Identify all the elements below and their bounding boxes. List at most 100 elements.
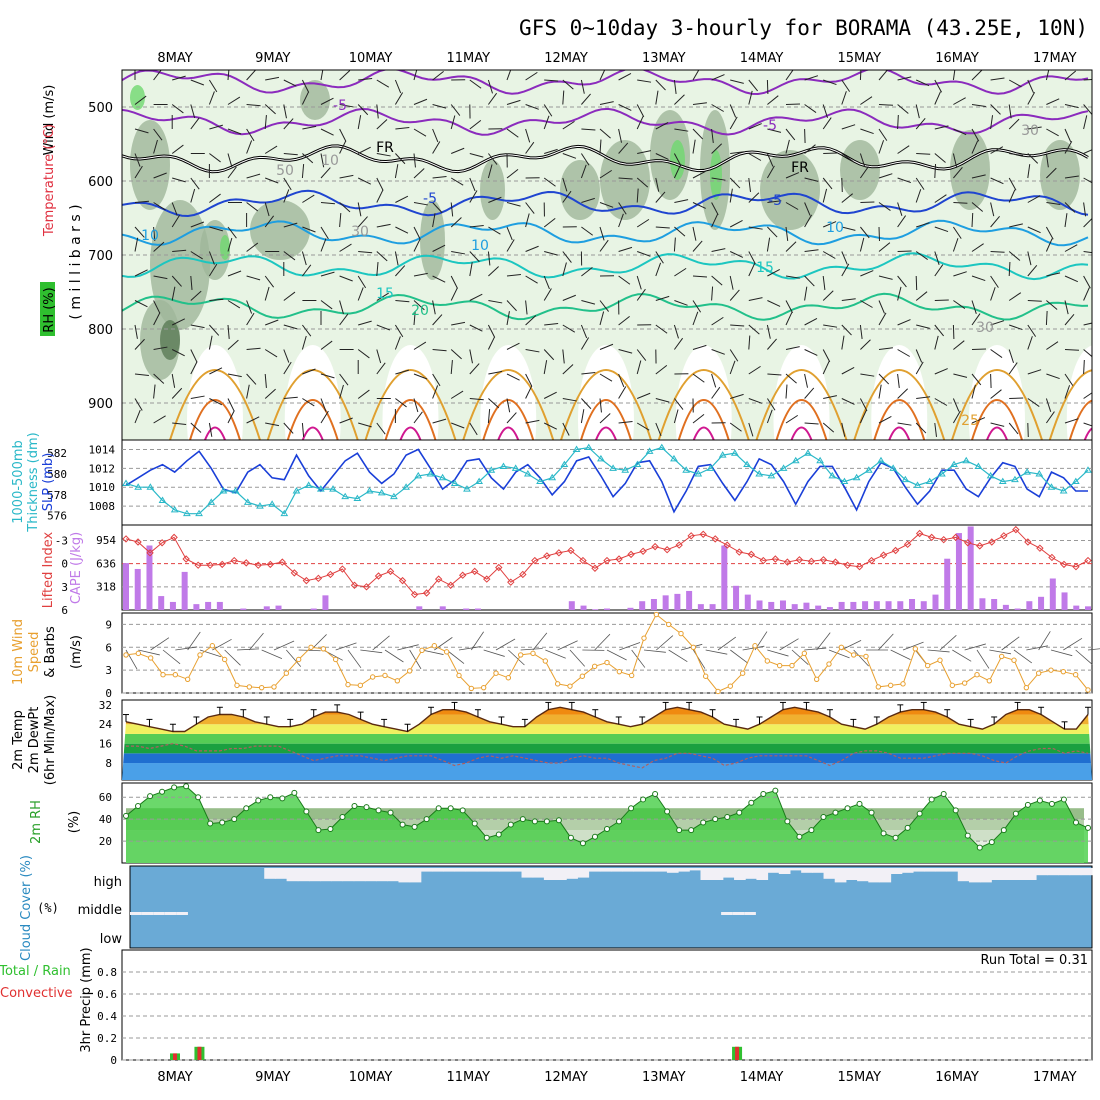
thickness-point bbox=[158, 496, 167, 503]
cloud-mid-gap bbox=[176, 912, 188, 915]
lifted-point bbox=[206, 561, 214, 569]
wind-barb bbox=[748, 251, 756, 265]
wind-barb-10m bbox=[335, 642, 357, 651]
wind-barb bbox=[1046, 98, 1060, 105]
rh2m-point bbox=[231, 816, 238, 823]
wind-barb bbox=[767, 128, 782, 133]
wind-barb bbox=[413, 226, 421, 240]
wind-barb bbox=[637, 392, 651, 399]
wind-barb bbox=[134, 269, 148, 277]
wind-tick-label: 0 bbox=[105, 687, 112, 700]
wind-barb bbox=[729, 275, 734, 290]
wind-barb bbox=[357, 349, 370, 359]
thickness-point bbox=[511, 464, 520, 471]
contour-label: 10 bbox=[471, 238, 489, 254]
wind-barb bbox=[636, 422, 650, 431]
wind-barb-10m bbox=[458, 646, 481, 651]
wind-barb bbox=[413, 238, 421, 252]
wind-barb bbox=[1008, 362, 1018, 375]
wind-barb bbox=[358, 422, 372, 428]
wind-barb bbox=[432, 418, 447, 424]
wind-barb bbox=[134, 153, 141, 167]
cloud-mid-gap bbox=[141, 912, 154, 915]
panel-lifted-cape: -3 0 3 6 954 636 318 Lifted Index CAPE (J/kg) bbox=[41, 524, 1093, 617]
slp-line bbox=[125, 448, 1088, 514]
rh2m-point bbox=[868, 809, 875, 816]
wind-barb bbox=[581, 300, 596, 305]
lifted-point bbox=[1084, 556, 1092, 565]
wind-barb bbox=[1046, 167, 1057, 179]
wind-barb bbox=[190, 395, 205, 399]
wind-barb bbox=[767, 268, 780, 277]
wind-barb-10m bbox=[890, 649, 911, 661]
wind-barb-10m bbox=[421, 649, 444, 655]
panel-slp-frame bbox=[121, 439, 1093, 526]
wind-barb bbox=[1008, 349, 1015, 363]
wind-barb bbox=[283, 153, 298, 156]
wind-barb bbox=[1008, 292, 1022, 301]
wind10-point bbox=[332, 656, 339, 663]
wind-barb bbox=[301, 422, 305, 437]
wind-barb bbox=[859, 70, 862, 81]
wind-barb bbox=[729, 422, 742, 432]
wind-barb bbox=[208, 335, 213, 350]
wind-barb bbox=[432, 213, 436, 228]
wind-barb bbox=[711, 214, 718, 228]
wind-barb bbox=[172, 422, 187, 425]
wind-barb bbox=[488, 196, 502, 203]
wind-barb bbox=[841, 324, 852, 336]
thickness-point bbox=[183, 509, 191, 517]
wind-barb bbox=[394, 79, 402, 94]
wind-barb bbox=[264, 115, 267, 130]
wind-barb bbox=[637, 79, 652, 83]
wind-barb bbox=[190, 188, 196, 203]
cloud-high-gap bbox=[834, 868, 847, 883]
cloud-mid-gap bbox=[164, 912, 177, 915]
cloud-high-gap bbox=[991, 868, 1004, 880]
wind-barb bbox=[227, 153, 233, 168]
cloud-high-gap bbox=[734, 868, 746, 880]
wind-barb bbox=[841, 251, 848, 265]
slp-tick-label: 1014 bbox=[89, 443, 116, 456]
wind-barb bbox=[320, 271, 335, 277]
wind-barb bbox=[413, 153, 416, 168]
wind10-point bbox=[924, 662, 931, 669]
wind-barb bbox=[618, 104, 632, 111]
wind-barb bbox=[246, 242, 259, 252]
wind-barb bbox=[153, 346, 168, 350]
wind-barb bbox=[748, 226, 763, 230]
wind-barb bbox=[990, 422, 1005, 427]
wind-barb bbox=[171, 373, 176, 388]
wind-barb bbox=[469, 177, 476, 192]
wind-barb bbox=[729, 219, 743, 228]
wind-barb bbox=[673, 409, 679, 424]
rh2m-point bbox=[171, 784, 178, 791]
lifted-point bbox=[759, 556, 768, 565]
wind-barb bbox=[264, 388, 276, 399]
lifted-point bbox=[915, 529, 924, 538]
rh2m-point bbox=[880, 830, 887, 837]
rh-blob bbox=[1040, 140, 1080, 210]
wind-barb bbox=[934, 125, 949, 130]
rh2m-point bbox=[531, 818, 538, 825]
wind-barb bbox=[804, 387, 815, 399]
wind-barb bbox=[692, 102, 707, 105]
wind-barb bbox=[971, 275, 986, 282]
wind-barb bbox=[246, 202, 259, 212]
cloud-high-gap bbox=[633, 868, 646, 872]
wind-barb bbox=[264, 349, 278, 358]
wind-barb bbox=[153, 70, 162, 81]
date-label-bottom: 9MAY bbox=[255, 1070, 290, 1085]
upper-wind-barbs bbox=[134, 70, 1092, 438]
ylabel-wind10-d: (m/s) bbox=[69, 635, 84, 669]
wind-barb bbox=[674, 300, 688, 306]
lifted-point bbox=[266, 560, 275, 569]
wind-barb bbox=[190, 104, 196, 119]
lifted-point bbox=[639, 547, 647, 555]
wind-barb bbox=[432, 300, 436, 315]
rh-dry-pocket bbox=[578, 345, 634, 440]
cape-bar bbox=[650, 599, 657, 610]
wind-barb bbox=[897, 275, 907, 288]
wind-barb bbox=[618, 72, 632, 81]
rh2m-plot: 20 40 60 bbox=[99, 783, 1092, 863]
